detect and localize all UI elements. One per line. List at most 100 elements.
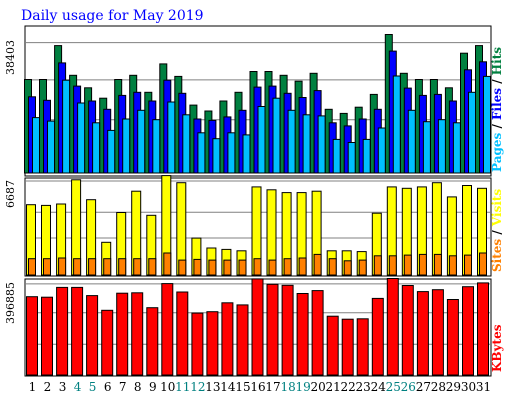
x-tick-label-day-4: 4	[74, 380, 82, 394]
x-tick-label-day-28: 28	[431, 380, 446, 394]
bar-sites-day-28	[433, 253, 442, 276]
bar-pages-day-14	[227, 132, 236, 174]
bar-kbytes-day-15	[236, 304, 249, 376]
x-tick-label-day-27: 27	[416, 380, 431, 394]
bar-sites-day-8	[133, 258, 142, 276]
bar-kbytes-day-24	[371, 297, 384, 376]
bar-pages-day-24	[377, 127, 386, 174]
bar-kbytes-day-9	[146, 307, 159, 376]
x-tick-label-day-15: 15	[235, 380, 250, 394]
panel-2: 6687 Sites / Visits	[4, 175, 504, 277]
bar-kbytes-day-13	[206, 311, 219, 376]
bar-pages-day-23	[362, 138, 371, 174]
bar-pages-day-18	[287, 109, 296, 174]
bar-sites-day-24	[373, 255, 382, 276]
bar-sites-day-31	[479, 252, 487, 276]
x-tick-label-day-20: 20	[310, 380, 325, 394]
bar-kbytes-day-25	[386, 278, 399, 376]
bar-kbytes-day-10	[161, 283, 174, 376]
bar-pages-day-31	[483, 75, 491, 174]
x-axis-labels: 1 2 3 4 5 6 7 8 9 10 11 12 13 14 15 16 17 18 19 20 21 22 23 24 2…	[29, 380, 491, 394]
chart-panels: 38403 Pages / Files / Hits 6687 Sites / Vis…	[4, 25, 504, 377]
bar-sites-day-25	[388, 255, 397, 276]
bar-sites-day-27	[418, 253, 427, 276]
legend-entry: Hits	[490, 47, 504, 75]
x-tick-label-day-19: 19	[295, 380, 310, 394]
x-tick-label-day-3: 3	[59, 380, 67, 394]
bar-kbytes-day-26	[401, 285, 414, 376]
bar-sites-day-26	[403, 254, 412, 276]
bar-sites-day-15	[238, 259, 247, 276]
x-tick-label-day-1: 1	[29, 380, 37, 394]
legend-entry: Visits	[490, 189, 504, 228]
x-tick-label-day-16: 16	[250, 380, 265, 394]
panel-1: 38403 Pages / Files / Hits	[4, 25, 504, 177]
bar-kbytes-day-6	[101, 309, 114, 376]
bar-sites-day-1	[28, 258, 36, 276]
bar-kbytes-day-18	[281, 284, 294, 376]
bar-sites-day-13	[208, 259, 217, 276]
legend: Sites / Visits	[490, 189, 504, 272]
x-tick-label-day-24: 24	[371, 380, 387, 394]
bar-sites-day-5	[88, 258, 97, 276]
bar-pages-day-8	[137, 109, 146, 174]
x-tick-label-day-5: 5	[89, 380, 97, 394]
bar-sites-day-11	[178, 259, 187, 276]
bar-sites-day-22	[343, 260, 352, 276]
bar-kbytes-day-27	[416, 291, 429, 376]
bar-kbytes-day-31	[477, 282, 489, 376]
bar-kbytes-day-21	[326, 315, 339, 376]
bar-pages-day-15	[242, 134, 251, 174]
x-tick-label-day-14: 14	[220, 380, 236, 394]
y-axis-max-label: 396885	[4, 282, 17, 324]
bar-kbytes-day-14	[221, 302, 234, 376]
bar-kbytes-day-11	[176, 291, 189, 376]
bar-kbytes-day-17	[266, 283, 279, 376]
x-tick-label-day-17: 17	[265, 380, 280, 394]
bar-kbytes-day-20	[311, 290, 324, 376]
legend-entry: KBytes	[490, 324, 504, 372]
bar-kbytes-day-12	[191, 312, 204, 376]
bar-sites-day-2	[43, 258, 51, 276]
legend: KBytes	[490, 324, 504, 372]
bar-kbytes-day-28	[431, 289, 444, 376]
bar-sites-day-16	[253, 258, 262, 276]
bar-sites-day-18	[283, 258, 292, 276]
legend-entry: Pages	[490, 132, 504, 172]
x-tick-label-day-8: 8	[134, 380, 142, 394]
bar-pages-day-7	[122, 118, 131, 174]
x-tick-label-day-23: 23	[356, 380, 371, 394]
bar-pages-day-12	[197, 132, 206, 174]
bar-kbytes-day-29	[446, 299, 459, 376]
bar-sites-day-19	[298, 257, 307, 276]
x-tick-label-day-11: 11	[175, 380, 190, 394]
x-tick-label-day-22: 22	[341, 380, 356, 394]
bar-pages-day-21	[332, 138, 341, 174]
bar-pages-day-5	[92, 122, 101, 174]
x-tick-label-day-13: 13	[205, 380, 220, 394]
x-tick-label-day-2: 2	[44, 380, 52, 394]
bar-sites-day-7	[118, 258, 127, 276]
x-tick-label-day-10: 10	[160, 380, 175, 394]
bar-kbytes-day-4	[71, 286, 84, 376]
bar-kbytes-day-30	[462, 286, 474, 376]
bar-kbytes-day-3	[56, 286, 69, 376]
y-axis-max-label: 6687	[4, 180, 17, 208]
x-tick-label-day-26: 26	[401, 380, 416, 394]
bar-kbytes-day-1	[26, 296, 38, 376]
bar-pages-day-11	[182, 114, 191, 174]
bar-pages-day-13	[212, 138, 221, 174]
bar-pages-day-30	[468, 91, 476, 174]
bar-sites-day-12	[193, 258, 202, 276]
bar-kbytes-day-19	[296, 293, 309, 376]
bar-pages-day-9	[152, 119, 161, 174]
bar-kbytes-day-16	[251, 278, 264, 376]
x-tick-label-day-18: 18	[280, 380, 295, 394]
bar-sites-day-23	[358, 259, 367, 276]
bar-kbytes-day-22	[341, 318, 354, 376]
bar-kbytes-day-7	[116, 292, 129, 376]
bar-kbytes-day-2	[41, 296, 53, 376]
bar-kbytes-day-8	[131, 292, 144, 376]
bar-sites-day-14	[223, 259, 232, 276]
